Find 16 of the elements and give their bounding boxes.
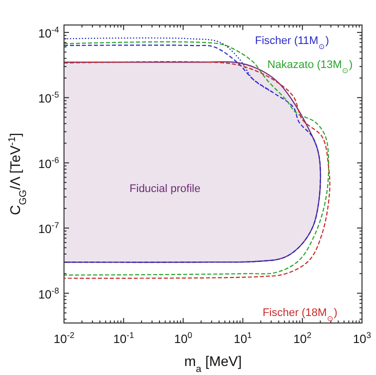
x-tick-label: 10$^{3}$ — [352, 330, 372, 346]
x-tick-label: 10$^{1}$ — [234, 330, 252, 346]
series-label: Fischer (11M$_{⊙}$) — [254, 35, 330, 50]
x-tick-label: 10$^{2}$ — [293, 330, 312, 346]
y-tick-label: 10$^{-6}$ — [38, 154, 60, 171]
text: Fischer (18M$_{⊙}$) — [262, 307, 338, 322]
x-tick-label: 10$^{-2}$ — [54, 330, 75, 346]
x-tick-label: 10$^{-1}$ — [113, 330, 134, 346]
y-tick-label: 10$^{-4}$ — [38, 24, 60, 40]
x-tick-label: 10$^{0}$ — [174, 330, 193, 346]
y-tick-label: 10$^{-8}$ — [38, 285, 60, 302]
series-label: Nakazato (13M$_{⊙}$) — [267, 59, 353, 74]
x-axis-title: m$_{a}$ [MeV] — [184, 353, 242, 374]
y-tick-label: 10$^{-5}$ — [38, 90, 60, 106]
series-label: Fiducial profile — [130, 183, 200, 195]
y-tick-label: 10$^{-7}$ — [38, 220, 60, 236]
